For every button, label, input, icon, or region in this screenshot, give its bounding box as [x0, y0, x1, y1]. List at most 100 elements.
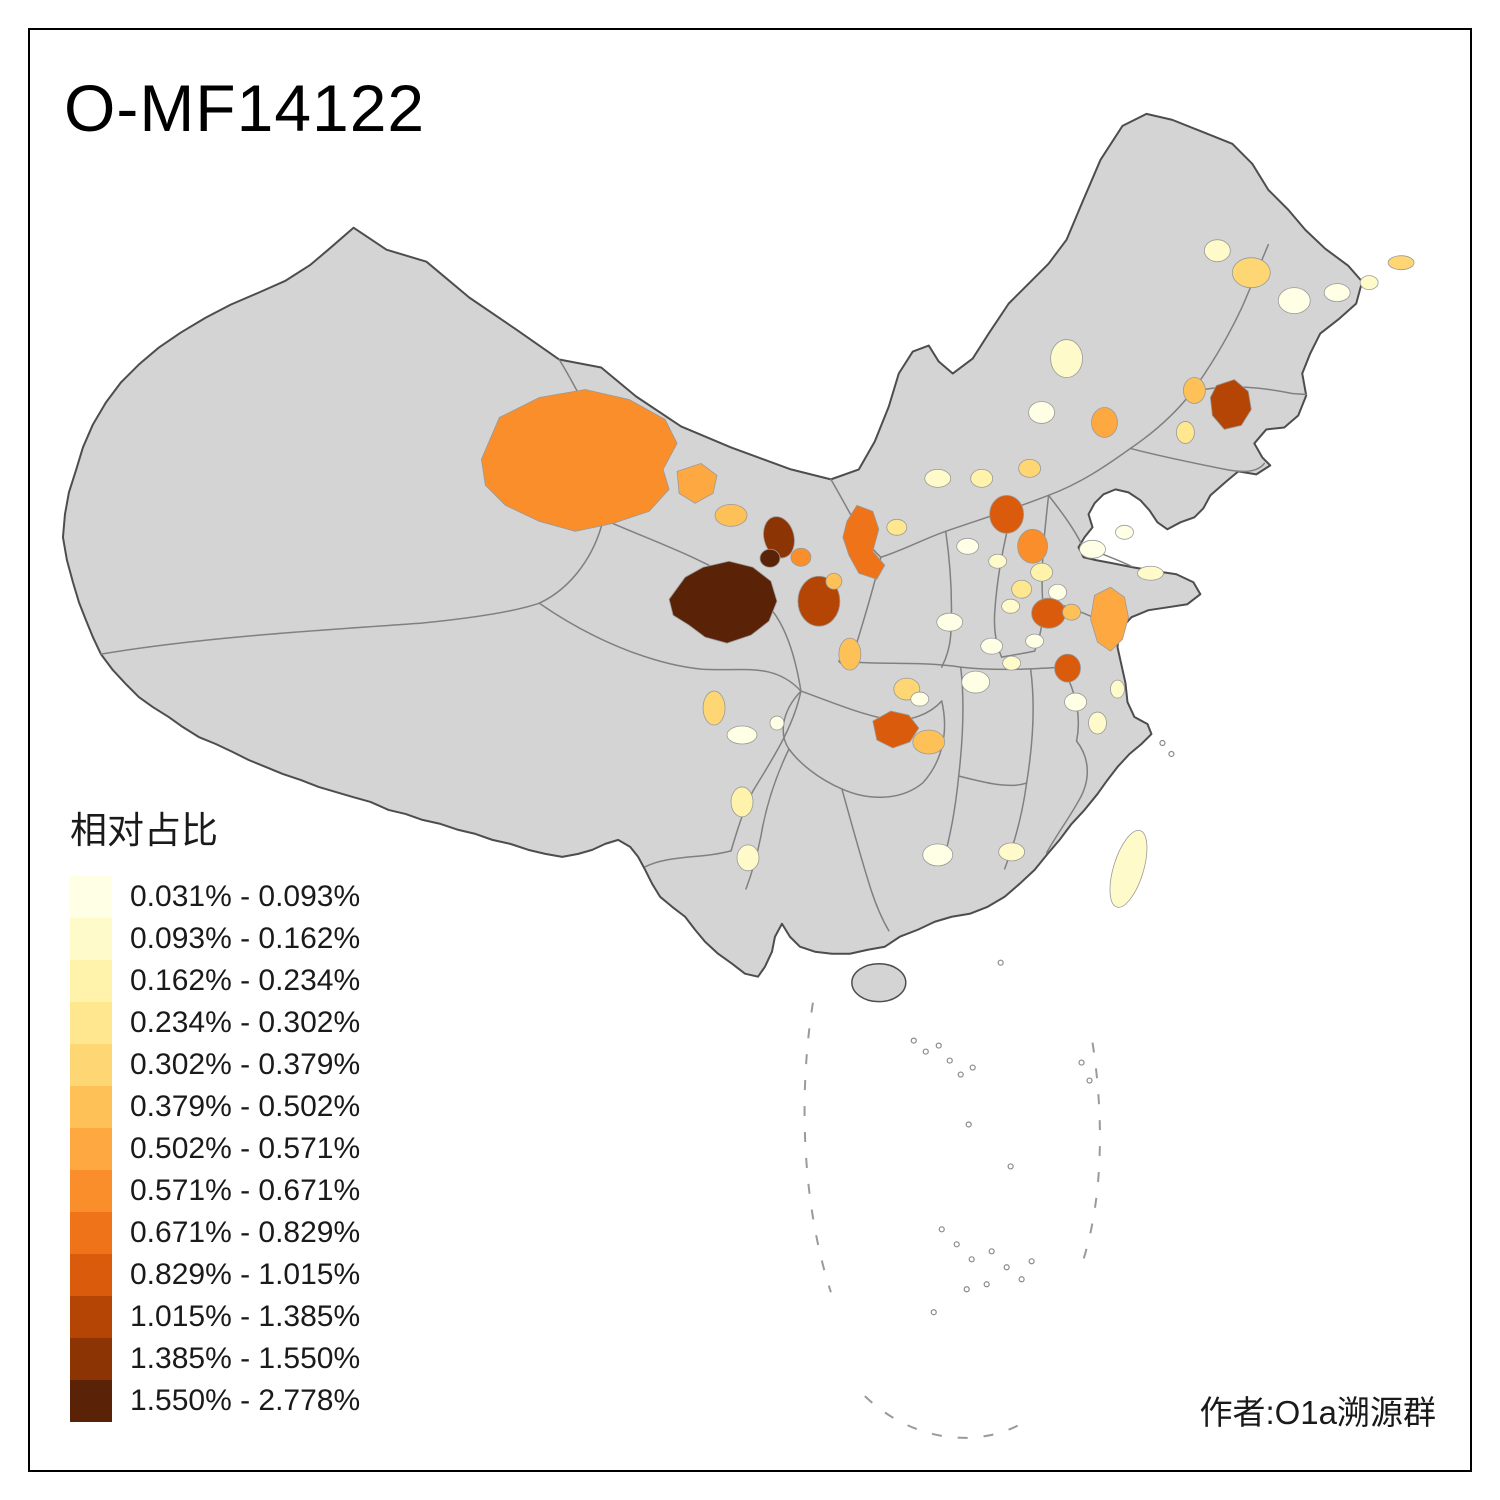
map-region-hunan-south — [922, 843, 954, 867]
legend-item: 1.385% - 1.550% — [70, 1338, 360, 1380]
legend-swatch — [70, 1044, 112, 1086]
map-region-hami — [480, 389, 678, 532]
map-region-anhui-south — [1064, 692, 1087, 712]
legend-swatch — [70, 1254, 112, 1296]
legend-swatch — [70, 1002, 112, 1044]
map-region-panxi — [730, 786, 754, 818]
map-region-linfen — [988, 553, 1008, 569]
map-region-shanxi-west — [1011, 579, 1033, 599]
map-region-bohai-rim — [1115, 524, 1134, 540]
map-region-zhangjiakou — [1018, 459, 1041, 478]
map-region-chongqing-dark — [872, 710, 920, 749]
map-region-guanzhong — [936, 612, 964, 632]
legend-item: 0.571% - 0.671% — [70, 1170, 360, 1212]
legend-swatch — [70, 1380, 112, 1422]
legend-swatch — [70, 1170, 112, 1212]
map-region-shanxi-north-dark — [989, 494, 1025, 534]
choropleth-regions — [480, 239, 1415, 908]
map-region-jiaodong-west — [1079, 539, 1106, 559]
map-region-jiangsu-north — [1090, 586, 1129, 652]
map-region-gansu-south — [838, 637, 862, 671]
map-region-nanyang — [961, 670, 991, 694]
map-region-ningxia — [842, 504, 886, 580]
map-region-taiwan — [1109, 829, 1148, 908]
map-region-chifeng — [1050, 339, 1083, 378]
china-outline — [61, 112, 1364, 1003]
map-region-kaifeng — [1062, 603, 1081, 621]
map-region-henan-south — [1002, 655, 1022, 671]
map-region-gansu-dark-2 — [759, 548, 781, 568]
legend-item: 1.550% - 2.778% — [70, 1380, 360, 1422]
map-region-zhejiang-north — [1088, 711, 1107, 735]
legend-item: 0.031% - 0.093% — [70, 876, 360, 918]
map-region-shanxi-east — [1030, 562, 1053, 582]
legend-rows: 0.031% - 0.093% 0.093% - 0.162% 0.162% - 0… — [70, 876, 360, 1422]
legend-label: 0.571% - 0.671% — [130, 1174, 361, 1207]
map-region-chongqing-east — [912, 729, 946, 755]
legend-item: 0.829% - 1.015% — [70, 1254, 360, 1296]
map-region-zhengzhou-dark — [1031, 597, 1066, 629]
map-region-ganzhou — [998, 842, 1026, 862]
map-region-chengde — [1028, 401, 1055, 424]
legend-label: 1.385% - 1.550% — [130, 1342, 361, 1375]
map-region-corridor-east — [714, 503, 748, 527]
map-region-harbin-west — [1231, 257, 1271, 289]
legend-item: 0.162% - 0.234% — [70, 960, 360, 1002]
map-region-liaoxi — [1091, 407, 1118, 438]
map-region-henan-mid — [1025, 633, 1044, 649]
legend-swatch — [70, 1338, 112, 1380]
legend-swatch — [70, 918, 112, 960]
legend-label: 0.234% - 0.302% — [130, 1006, 361, 1039]
legend-swatch — [70, 960, 112, 1002]
map-region-jiamusi — [1359, 275, 1379, 291]
map-region-chengdu-pale — [726, 725, 758, 745]
map-region-henan-west — [980, 637, 1004, 655]
map-region-longnan-small — [825, 572, 843, 590]
legend-swatch — [70, 1128, 112, 1170]
map-region-qinghai-dark — [668, 560, 778, 644]
map-region-hebei-south — [1048, 583, 1067, 601]
figure-frame: O-MF14122 相对占比 0.031% - 0.093% 0.093% - 0… — [28, 28, 1472, 1472]
map-region-yunnan-ne — [736, 844, 760, 872]
map-region-yanbian-dark — [1209, 379, 1252, 430]
legend-label: 0.502% - 0.571% — [130, 1132, 361, 1165]
map-region-shandong-pen — [1137, 565, 1164, 581]
map-region-shanghai-rim — [1110, 679, 1125, 699]
map-region-mudanjiang — [1323, 283, 1351, 303]
map-region-sichuan-small — [769, 715, 785, 731]
legend-item: 0.502% - 0.571% — [70, 1128, 360, 1170]
legend: 相对占比 0.031% - 0.093% 0.093% - 0.162% 0.162… — [70, 800, 360, 1422]
map-region-xiangyang — [910, 691, 930, 707]
map-region-weibei — [956, 537, 980, 555]
map-region-corridor-west — [676, 462, 718, 504]
legend-item: 0.302% - 0.379% — [70, 1044, 360, 1086]
map-region-hetao — [924, 468, 952, 488]
map-region-shanxi-mid — [1017, 528, 1048, 564]
legend-label: 0.031% - 0.093% — [130, 880, 361, 913]
map-region-sichuan-west — [702, 690, 726, 726]
legend-title: 相对占比 — [70, 810, 218, 851]
map-region-gansu-mid — [790, 547, 812, 567]
legend-swatch — [70, 1212, 112, 1254]
legend-swatch — [70, 1296, 112, 1338]
map-region-datong — [970, 468, 994, 488]
map-region-jilin-west — [1182, 377, 1206, 404]
legend-item: 0.093% - 0.162% — [70, 918, 360, 960]
legend-label: 0.379% - 0.502% — [130, 1090, 361, 1123]
map-region-liaoning-mid — [1176, 421, 1195, 444]
author-credit: 作者:O1a溯源群 — [1199, 1394, 1436, 1431]
map-region-jinnan — [1001, 598, 1021, 614]
map-region-gansu-east-dark — [797, 575, 841, 627]
map-region-shuangyashan — [1387, 255, 1415, 271]
legend-item: 0.379% - 0.502% — [70, 1086, 360, 1128]
legend-label: 0.162% - 0.234% — [130, 964, 361, 997]
south-china-sea-marks — [803, 739, 1175, 1439]
legend-swatch — [70, 876, 112, 918]
figure-title: O-MF14122 — [64, 71, 426, 145]
legend-item: 0.671% - 0.829% — [70, 1212, 360, 1254]
map-region-songyuan — [1203, 239, 1231, 263]
legend-label: 0.302% - 0.379% — [130, 1048, 361, 1081]
legend-item: 1.015% - 1.385% — [70, 1296, 360, 1338]
map-region-gansu-dark-1 — [763, 516, 795, 559]
map-region-huaibei-dark — [1054, 653, 1081, 683]
